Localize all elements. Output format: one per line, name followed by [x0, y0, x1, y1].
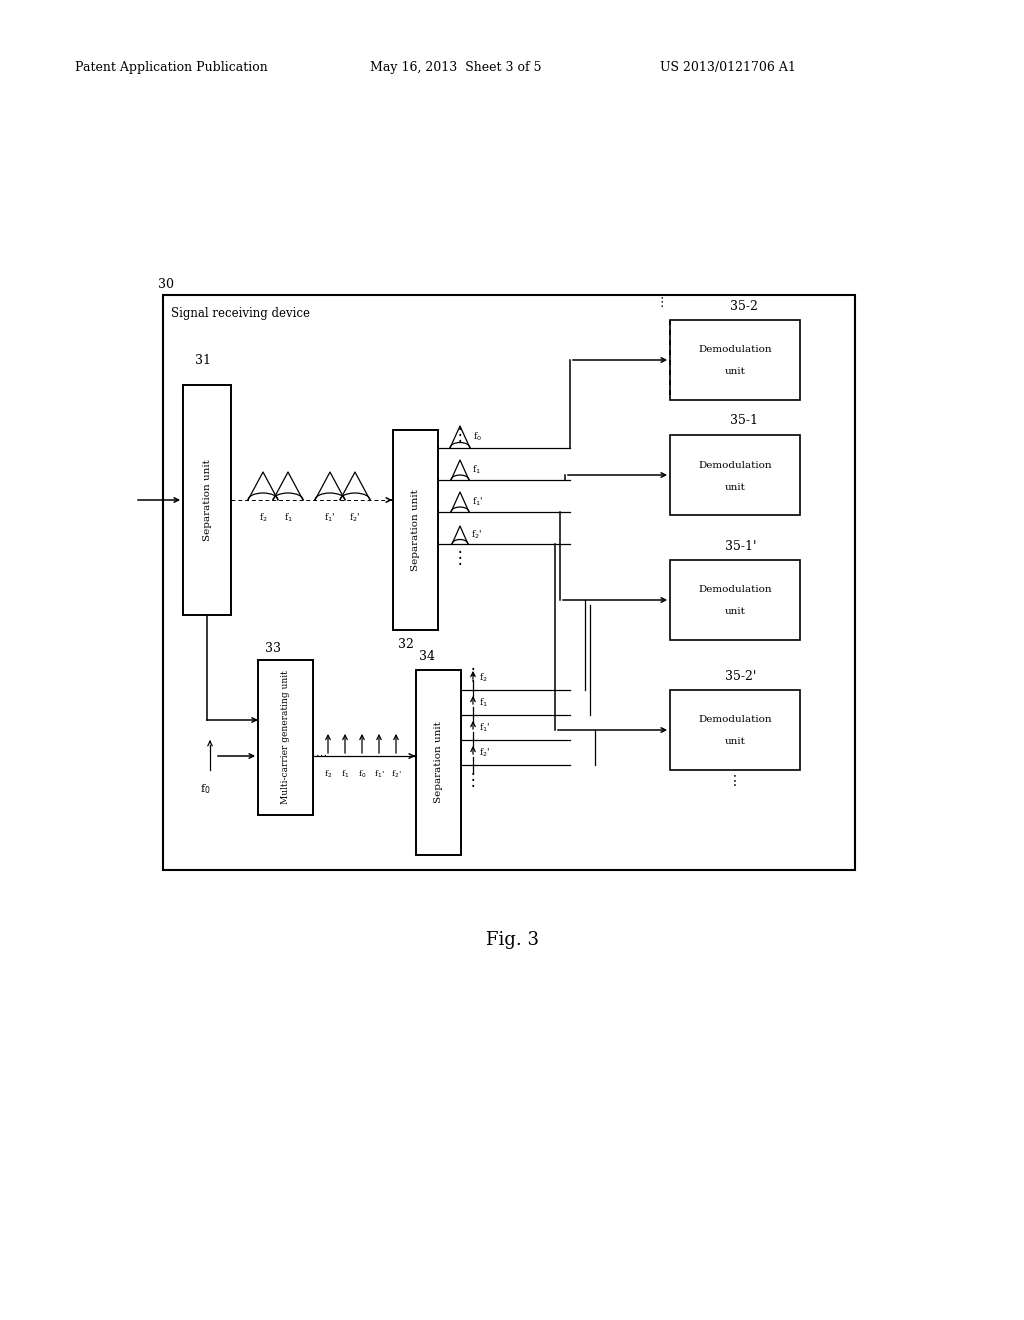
Text: f$_1$': f$_1$': [325, 512, 336, 524]
Text: 30: 30: [158, 279, 174, 292]
Text: Patent Application Publication: Patent Application Publication: [75, 62, 267, 74]
Text: f$_1$: f$_1$: [479, 697, 487, 709]
Text: f$_1$: f$_1$: [341, 768, 349, 780]
Bar: [393, 430, 438, 630]
Bar: [258, 660, 313, 814]
Text: f$_0$: f$_0$: [200, 781, 210, 796]
Text: 35-1': 35-1': [725, 540, 757, 553]
Text: ⋮: ⋮: [465, 667, 481, 684]
Text: f$_0$: f$_0$: [357, 768, 367, 780]
Bar: [670, 436, 800, 515]
Text: f$_2$': f$_2$': [471, 529, 482, 541]
Text: ⋮: ⋮: [452, 549, 468, 568]
Text: f$_1$': f$_1$': [479, 722, 490, 734]
Text: 32: 32: [398, 638, 414, 651]
Text: Demodulation: Demodulation: [698, 715, 772, 725]
Text: 33: 33: [265, 642, 281, 655]
Text: unit: unit: [725, 367, 745, 376]
Bar: [670, 560, 800, 640]
Text: Signal receiving device: Signal receiving device: [171, 306, 310, 319]
Text: f$_2$': f$_2$': [391, 768, 401, 780]
Text: f$_2$: f$_2$: [324, 768, 332, 780]
Text: ⋮: ⋮: [452, 426, 468, 444]
Text: Multi-carrier generating unit: Multi-carrier generating unit: [281, 671, 290, 804]
Text: Separation unit: Separation unit: [203, 459, 212, 541]
Text: Separation unit: Separation unit: [411, 490, 420, 572]
Text: f$_0$: f$_0$: [473, 430, 482, 444]
Text: 35-2': 35-2': [725, 669, 757, 682]
Text: US 2013/0121706 A1: US 2013/0121706 A1: [660, 62, 796, 74]
Text: Fig. 3: Fig. 3: [485, 931, 539, 949]
Text: f$_2$': f$_2$': [479, 747, 490, 759]
Text: unit: unit: [725, 483, 745, 491]
Text: Demodulation: Demodulation: [698, 346, 772, 355]
Text: ⋮: ⋮: [655, 296, 669, 309]
Text: 34: 34: [419, 649, 435, 663]
Bar: [163, 294, 855, 870]
Text: f$_1$: f$_1$: [284, 512, 293, 524]
Text: Separation unit: Separation unit: [434, 722, 443, 804]
Bar: [183, 385, 231, 615]
Text: 35-2: 35-2: [730, 300, 758, 313]
Bar: [670, 690, 800, 770]
Text: unit: unit: [725, 738, 745, 747]
Text: May 16, 2013  Sheet 3 of 5: May 16, 2013 Sheet 3 of 5: [370, 62, 542, 74]
Text: ⋯: ⋯: [315, 751, 327, 762]
Text: f$_2$: f$_2$: [479, 672, 487, 684]
Text: f$_1$': f$_1$': [374, 768, 384, 780]
Text: 35-1: 35-1: [730, 414, 758, 428]
Text: 31: 31: [195, 354, 211, 367]
Text: ⋮: ⋮: [728, 774, 742, 788]
Text: f$_2$: f$_2$: [259, 512, 267, 524]
Text: Demodulation: Demodulation: [698, 461, 772, 470]
Bar: [670, 319, 800, 400]
Text: ⋮: ⋮: [465, 771, 481, 789]
Text: f$_2$': f$_2$': [349, 512, 360, 524]
Text: f$_1$': f$_1$': [472, 496, 483, 508]
Text: unit: unit: [725, 607, 745, 616]
Text: f$_1$: f$_1$: [472, 463, 481, 477]
Text: Demodulation: Demodulation: [698, 586, 772, 594]
Bar: [416, 671, 461, 855]
